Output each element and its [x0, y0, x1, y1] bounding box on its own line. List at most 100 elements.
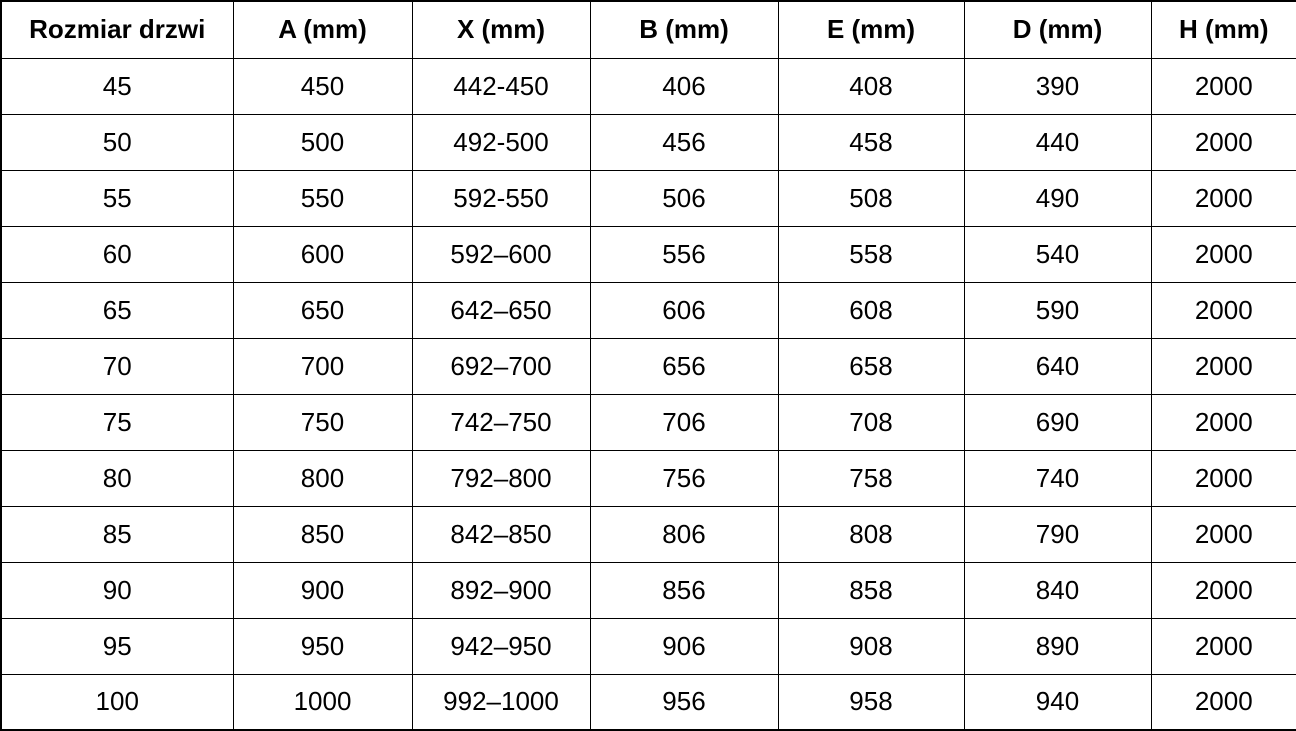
table-row: 45 450 442-450 406 408 390 2000 — [0, 57, 1296, 115]
table-cell: 800 — [232, 449, 413, 507]
table-cell: 65 — [0, 281, 234, 339]
table-cell: 2000 — [1150, 169, 1296, 227]
table-row: 80 800 792–800 756 758 740 2000 — [0, 449, 1296, 507]
table-cell: 2000 — [1150, 57, 1296, 115]
table-cell: 458 — [777, 113, 965, 171]
table-cell: 900 — [232, 561, 413, 619]
table-cell: 60 — [0, 225, 234, 283]
table-cell: 450 — [232, 57, 413, 115]
table-row: 95 950 942–950 906 908 890 2000 — [0, 617, 1296, 675]
table-cell: 706 — [589, 393, 779, 451]
table-cell: 556 — [589, 225, 779, 283]
column-header-h-mm: H (mm) — [1150, 0, 1296, 59]
table-cell: 958 — [777, 673, 965, 731]
table-cell: 592-550 — [411, 169, 591, 227]
table-row: 85 850 842–850 806 808 790 2000 — [0, 505, 1296, 563]
table-row: 75 750 742–750 706 708 690 2000 — [0, 393, 1296, 451]
table-cell: 992–1000 — [411, 673, 591, 731]
table-cell: 508 — [777, 169, 965, 227]
table-cell: 940 — [963, 673, 1152, 731]
table-cell: 95 — [0, 617, 234, 675]
table-row: 65 650 642–650 606 608 590 2000 — [0, 281, 1296, 339]
table-cell: 756 — [589, 449, 779, 507]
table-cell: 790 — [963, 505, 1152, 563]
table-cell: 2000 — [1150, 393, 1296, 451]
table-cell: 708 — [777, 393, 965, 451]
table-cell: 2000 — [1150, 337, 1296, 395]
table-cell: 750 — [232, 393, 413, 451]
table-cell: 742–750 — [411, 393, 591, 451]
column-header-rozmiar-drzwi: Rozmiar drzwi — [0, 0, 234, 59]
table-cell: 690 — [963, 393, 1152, 451]
table-row: 50 500 492-500 456 458 440 2000 — [0, 113, 1296, 171]
table-cell: 442-450 — [411, 57, 591, 115]
table-cell: 100 — [0, 673, 234, 731]
column-header-d-mm: D (mm) — [963, 0, 1152, 59]
table-cell: 656 — [589, 337, 779, 395]
table-cell: 406 — [589, 57, 779, 115]
column-header-e-mm: E (mm) — [777, 0, 965, 59]
column-header-x-mm: X (mm) — [411, 0, 591, 59]
table-cell: 2000 — [1150, 561, 1296, 619]
table-cell: 850 — [232, 505, 413, 563]
table-cell: 592–600 — [411, 225, 591, 283]
table-cell: 858 — [777, 561, 965, 619]
table-cell: 792–800 — [411, 449, 591, 507]
table-cell: 456 — [589, 113, 779, 171]
table-cell: 70 — [0, 337, 234, 395]
table-cell: 892–900 — [411, 561, 591, 619]
table-cell: 2000 — [1150, 673, 1296, 731]
table-row: 100 1000 992–1000 956 958 940 2000 — [0, 673, 1296, 731]
table-body: 45 450 442-450 406 408 390 2000 50 500 492-500 456… — [0, 57, 1296, 731]
table-row: 60 600 592–600 556 558 540 2000 — [0, 225, 1296, 283]
table-cell: 55 — [0, 169, 234, 227]
table-cell: 608 — [777, 281, 965, 339]
table-row: 90 900 892–900 856 858 840 2000 — [0, 561, 1296, 619]
table-cell: 942–950 — [411, 617, 591, 675]
table-cell: 842–850 — [411, 505, 591, 563]
table-cell: 650 — [232, 281, 413, 339]
table-cell: 806 — [589, 505, 779, 563]
table-cell: 492-500 — [411, 113, 591, 171]
table-cell: 840 — [963, 561, 1152, 619]
table-cell: 590 — [963, 281, 1152, 339]
table-cell: 2000 — [1150, 113, 1296, 171]
table-row: 70 700 692–700 656 658 640 2000 — [0, 337, 1296, 395]
table-cell: 906 — [589, 617, 779, 675]
table-cell: 2000 — [1150, 505, 1296, 563]
table-cell: 550 — [232, 169, 413, 227]
table-cell: 90 — [0, 561, 234, 619]
table-cell: 606 — [589, 281, 779, 339]
table-cell: 2000 — [1150, 449, 1296, 507]
header-row: Rozmiar drzwi A (mm) X (mm) B (mm) E (mm… — [0, 0, 1296, 59]
table-cell: 908 — [777, 617, 965, 675]
column-header-a-mm: A (mm) — [232, 0, 413, 59]
table-cell: 692–700 — [411, 337, 591, 395]
table-cell: 640 — [963, 337, 1152, 395]
table-row: 55 550 592-550 506 508 490 2000 — [0, 169, 1296, 227]
table-cell: 440 — [963, 113, 1152, 171]
table-cell: 540 — [963, 225, 1152, 283]
table-cell: 390 — [963, 57, 1152, 115]
table-cell: 758 — [777, 449, 965, 507]
table-cell: 1000 — [232, 673, 413, 731]
table-cell: 700 — [232, 337, 413, 395]
table-cell: 490 — [963, 169, 1152, 227]
table-cell: 956 — [589, 673, 779, 731]
table-cell: 506 — [589, 169, 779, 227]
column-header-b-mm: B (mm) — [589, 0, 779, 59]
table-cell: 75 — [0, 393, 234, 451]
table-cell: 740 — [963, 449, 1152, 507]
table-cell: 642–650 — [411, 281, 591, 339]
table-cell: 658 — [777, 337, 965, 395]
table-cell: 808 — [777, 505, 965, 563]
table-cell: 856 — [589, 561, 779, 619]
table-cell: 2000 — [1150, 225, 1296, 283]
table-cell: 890 — [963, 617, 1152, 675]
table-cell: 80 — [0, 449, 234, 507]
table-cell: 500 — [232, 113, 413, 171]
table-cell: 50 — [0, 113, 234, 171]
table-cell: 600 — [232, 225, 413, 283]
table-cell: 408 — [777, 57, 965, 115]
